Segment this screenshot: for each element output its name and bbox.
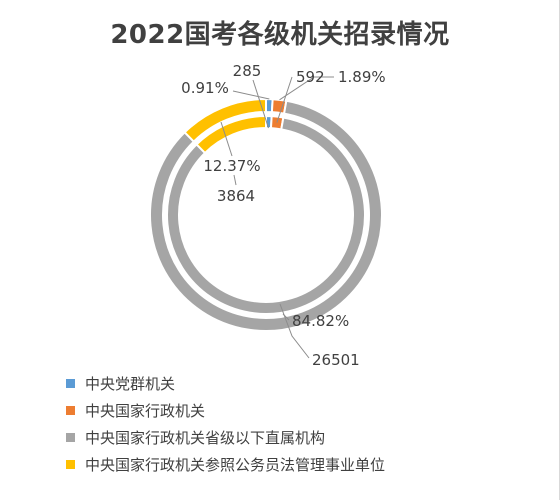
legend-item-party-organs: 中央党群机关 xyxy=(66,370,536,397)
leader-value-admin-organs xyxy=(276,76,293,123)
leader-percent-admin-organs xyxy=(279,76,334,101)
value-label-admin-organs: 592 xyxy=(296,68,325,86)
legend-label: 中央党群机关 xyxy=(85,375,176,393)
legend-label: 中央国家行政机关省级以下直属机构 xyxy=(85,429,326,447)
legend: 中央党群机关中央国家行政机关中央国家行政机关省级以下直属机构中央国家行政机关参照… xyxy=(66,370,536,478)
leader-lines xyxy=(220,76,334,359)
percent-label-public-institutions: 12.37% xyxy=(203,157,260,175)
slice-inner-public-institutions xyxy=(195,114,267,155)
leader-value-provincial-branches xyxy=(279,303,310,359)
value-label-party-organs: 285 xyxy=(233,62,262,80)
legend-swatch xyxy=(66,406,75,415)
value-label-public-institutions: 3864 xyxy=(217,187,255,205)
value-label-provincial-branches: 26501 xyxy=(312,351,360,369)
donut-rings xyxy=(149,97,383,332)
slice-outer-provincial-branches xyxy=(149,99,383,332)
data-labels: 0.91%285 1.89% 592 84.82% 26501 12.37% 3864 xyxy=(181,62,385,369)
slice-outer-public-institutions xyxy=(183,97,267,143)
percent-label-admin-organs: 1.89% xyxy=(338,68,386,86)
legend-swatch xyxy=(66,460,75,469)
leader-value-public-institutions xyxy=(233,174,237,186)
leader-percent-public-institutions xyxy=(220,121,233,157)
legend-swatch xyxy=(66,379,75,388)
chart-title: 2022国考各级机关招录情况 xyxy=(110,20,450,50)
legend-item-provincial-branches: 中央国家行政机关省级以下直属机构 xyxy=(66,424,536,451)
legend-item-admin-organs: 中央国家行政机关 xyxy=(66,397,536,424)
leader-percent-party-organs xyxy=(232,90,270,100)
legend-swatch xyxy=(66,433,75,442)
percent-label-party-organs: 0.91% xyxy=(181,79,229,97)
legend-label: 中央国家行政机关参照公务员法管理事业单位 xyxy=(85,456,386,474)
legend-label: 中央国家行政机关 xyxy=(85,402,206,420)
slice-inner-provincial-branches xyxy=(166,116,366,315)
leader-value-party-organs xyxy=(252,79,269,129)
percent-label-provincial-branches: 84.82% xyxy=(292,312,349,330)
legend-item-public-institutions: 中央国家行政机关参照公务员法管理事业单位 xyxy=(66,451,536,478)
